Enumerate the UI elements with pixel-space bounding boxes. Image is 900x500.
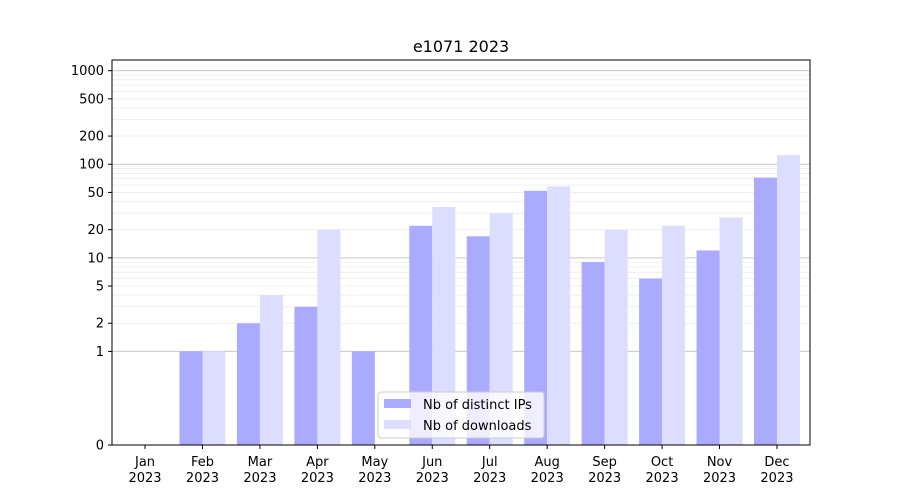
legend-box [377, 391, 545, 439]
axes-frame [111, 59, 811, 446]
bar-downloads [547, 186, 571, 445]
x-tick-label: Jan 2023 [128, 455, 161, 486]
x-ticks: Jan 2023 Feb 2023 Mar 2023 Apr 2023 May 2023 Jun 20… [128, 445, 794, 486]
bar-distinct-ips [639, 278, 663, 445]
bar-downloads [317, 229, 341, 445]
x-tick-label: Oct 2023 [646, 455, 679, 486]
bar-distinct-ips [753, 177, 777, 446]
bar-distinct-ips [524, 190, 548, 445]
bar-distinct-ips [581, 262, 605, 445]
y-tick-label: 0 [96, 439, 104, 454]
bar-downloads [202, 351, 226, 445]
x-tick-label: Sep 2023 [588, 455, 621, 486]
x-tick-label: Aug 2023 [531, 455, 564, 486]
bar-downloads [719, 217, 743, 445]
bar-downloads [259, 295, 283, 445]
x-tick-label: Jul 2023 [473, 455, 506, 486]
x-tick-label: Feb 2023 [186, 455, 219, 486]
y-tick-label: 1 [96, 345, 104, 360]
x-tick-label: Dec 2023 [760, 455, 793, 486]
bar-downloads [432, 206, 456, 445]
bar-distinct-ips [409, 225, 433, 445]
legend-label: Nb of distinct IPs [423, 398, 532, 413]
legend: Nb of distinct IPs Nb of downloads [377, 391, 545, 439]
y-tick-label: 100 [79, 158, 104, 173]
bar-downloads [489, 213, 513, 445]
x-tick-label: Nov 2023 [703, 455, 736, 486]
x-tick-label: Apr 2023 [301, 455, 334, 486]
legend-swatch [384, 399, 411, 408]
y-tick-label: 200 [79, 130, 104, 145]
y-ticks: 0 1 2 5 10 20 50 100 200 500 1000 [71, 64, 112, 454]
bar-distinct-ips [351, 351, 375, 445]
bar-distinct-ips [294, 306, 318, 445]
y-tick-label: 2 [96, 317, 104, 332]
y-tick-label: 10 [87, 251, 104, 266]
x-tick-label: May 2023 [358, 455, 391, 486]
bars [179, 155, 800, 446]
y-tick-label: 20 [87, 223, 104, 238]
chart-title: e1071 2023 [413, 37, 509, 56]
bar-downloads [662, 225, 686, 445]
bar-distinct-ips [179, 351, 203, 445]
bar-downloads [604, 229, 628, 445]
bar-distinct-ips [236, 323, 260, 445]
x-tick-label: Jun 2023 [416, 455, 449, 486]
legend-label: Nb of downloads [423, 419, 532, 434]
bar-downloads [776, 155, 800, 445]
bar-distinct-ips [696, 250, 720, 445]
x-tick-label: Mar 2023 [243, 455, 276, 486]
y-tick-label: 50 [87, 186, 104, 201]
grid-lines [112, 70, 810, 352]
legend-swatch [384, 420, 411, 429]
y-tick-label: 500 [79, 92, 104, 107]
y-tick-label: 1000 [71, 64, 104, 79]
y-tick-label: 5 [96, 280, 104, 295]
